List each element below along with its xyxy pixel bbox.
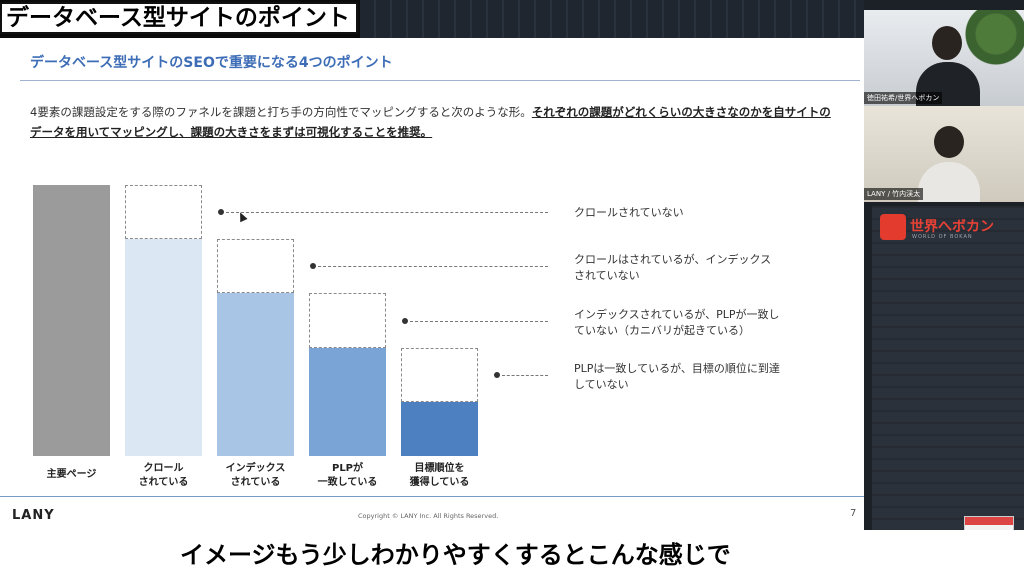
gap-box-5: [401, 347, 478, 402]
bar-4: [309, 347, 386, 456]
title-banner: データベース型サイトのポイント: [0, 0, 360, 38]
gap-annotation: クロールされていない: [574, 205, 684, 221]
subtitle-caption: イメージもう少しわかりやすくするとこんな感じで: [180, 541, 731, 569]
gap-leader-line: [410, 320, 548, 322]
gap-leader-line: [318, 266, 548, 268]
side-panel: [872, 206, 1024, 530]
gap-marker-dot: [494, 371, 500, 378]
webcam-name-label: 徳田祐希/世界ヘボカン: [864, 92, 943, 104]
person-avatar: [932, 26, 962, 60]
gap-annotation: クロールはされているが、インデックス されていない: [574, 252, 771, 284]
gap-annotation-line: インデックスされているが、PLPが一致し: [574, 307, 780, 321]
footer-divider: [0, 496, 864, 497]
category-label-line: されている: [230, 477, 281, 488]
category-label: クロール されている: [114, 462, 214, 490]
bar-1: [33, 185, 110, 456]
gap-annotation: インデックスされているが、PLPが一致し ていない（カニバリが起きている）: [574, 307, 780, 339]
gap-marker-dot: [310, 263, 316, 270]
presentation-slide: データベース型サイトのSEOで重要になる4つのポイント 4要素の課題設定をする際…: [0, 38, 864, 530]
category-label-line: 目標順位を: [414, 463, 465, 474]
background-photo: [360, 0, 864, 38]
slide-description: 4要素の課題設定をする際のファネルを課題と打ち手の方向性でマッピングすると次のよ…: [30, 102, 840, 142]
gap-marker-dot: [218, 209, 224, 216]
category-label: 目標順位を獲得している: [390, 462, 490, 490]
webcam-tile: 徳田祐希/世界ヘボカン: [864, 10, 1024, 106]
gap-box-2: [125, 185, 202, 240]
webcam-tile: LANY / 竹内渓太: [864, 106, 1024, 202]
category-label: PLPが一致している: [298, 462, 398, 490]
category-label-line: 一致している: [317, 477, 378, 488]
gap-box-3: [217, 239, 294, 294]
bar-3: [217, 293, 294, 456]
subtitle-bar: [0, 530, 1024, 574]
banner-title: データベース型サイトのポイント: [0, 2, 358, 34]
category-label-line: 獲得している: [409, 477, 470, 488]
slide-title: データベース型サイトのSEOで重要になる4つのポイント: [30, 55, 393, 71]
gap-leader-line: [226, 212, 548, 214]
gap-leader-line: [502, 374, 548, 376]
logo-subtext: WORLD OF BOKAN: [912, 234, 973, 240]
description-emphasis: それぞれの課題がどれくらいの大きさなのかを自サイトのデータを用いてマッピングし、…: [30, 105, 831, 139]
description-text: 4要素の課題設定をする際のファネルを課題と打ち手の方向性でマッピングすると次のよ…: [30, 105, 532, 119]
gap-annotation-line: ていない（カニバリが起きている）: [574, 323, 750, 337]
category-label-line: されている: [138, 477, 189, 488]
gap-box-4: [309, 293, 386, 348]
logo-text: 世界へボカン: [910, 219, 994, 235]
gap-annotation: PLPは一致しているが、目標の順位に到達 していない: [574, 361, 780, 393]
bar-5: [401, 401, 478, 456]
gap-annotation-line: していない: [574, 377, 629, 391]
gap-annotation-line: クロールされていない: [574, 206, 684, 220]
speech-bubble-logo-icon: [880, 214, 906, 240]
copyright: Copyright © LANY Inc. All Rights Reserve…: [358, 512, 499, 520]
bar-2: [125, 239, 202, 456]
page-number: 7: [850, 508, 857, 519]
gap-marker-dot: [402, 317, 408, 324]
plant-icon: [954, 10, 1024, 70]
gap-annotation-line: クロールはされているが、インデックス: [574, 253, 772, 267]
category-label: 主要ページ: [22, 468, 122, 482]
webcam-name-label: LANY / 竹内渓太: [864, 188, 924, 200]
category-label-line: 主要ページ: [46, 469, 97, 480]
footer-brand: LANY: [12, 508, 55, 523]
category-label-line: PLPが: [331, 463, 364, 474]
gap-annotation-line: されていない: [574, 269, 640, 283]
gap-annotation-line: PLPは一致しているが、目標の順位に到達: [574, 361, 780, 375]
title-divider: [20, 80, 860, 81]
category-label: インデックス されている: [206, 462, 306, 490]
category-label-line: クロール: [143, 463, 184, 474]
person-avatar: [934, 126, 964, 158]
category-label-line: インデックス: [225, 463, 286, 474]
